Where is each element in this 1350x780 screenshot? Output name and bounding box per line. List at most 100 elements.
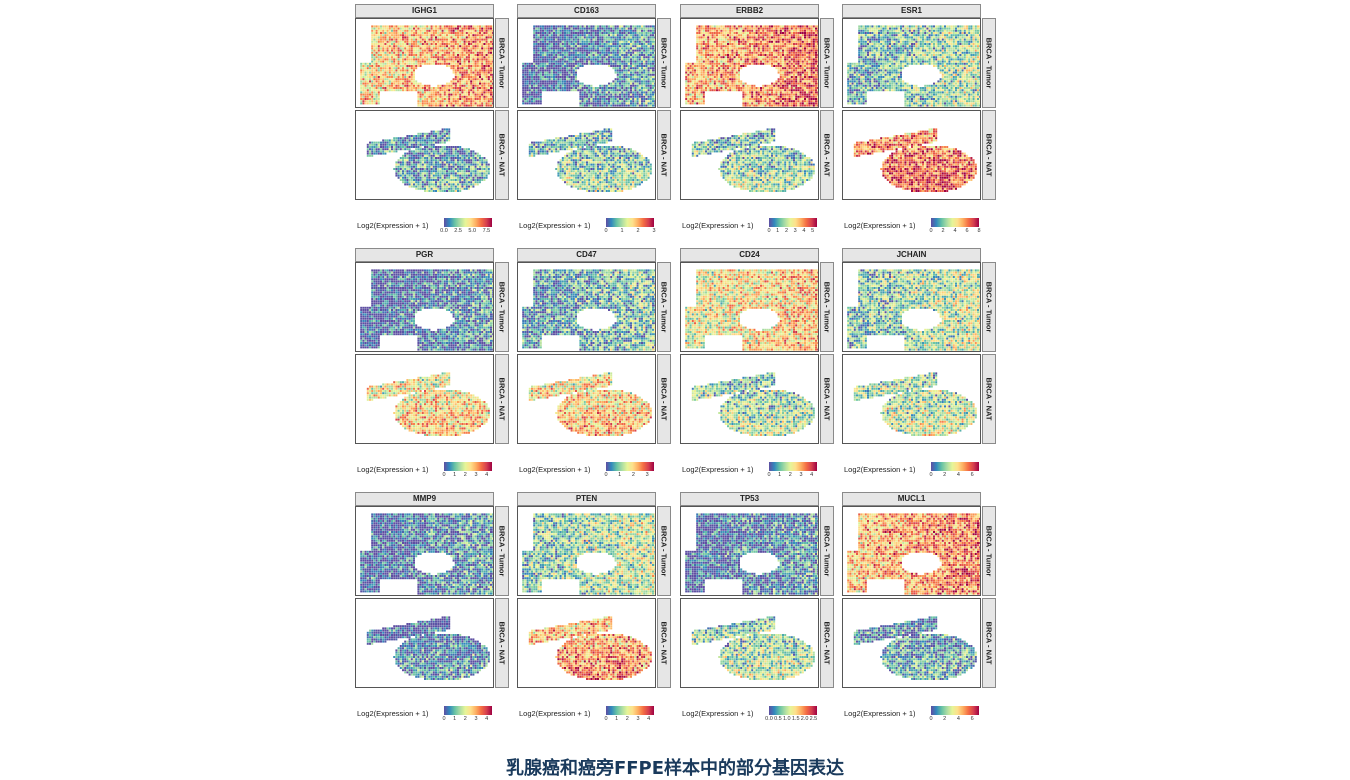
tumor-facet-label: BRCA - Tumor bbox=[823, 38, 832, 89]
tumor-facet-strip: BRCA - Tumor bbox=[495, 262, 509, 352]
nat-facet-strip: BRCA - NAT bbox=[657, 354, 671, 444]
legend-title: Log2(Expression + 1) bbox=[682, 709, 754, 718]
tumor-facet-strip: BRCA - Tumor bbox=[657, 506, 671, 596]
tumor-spot-map bbox=[842, 18, 981, 108]
legend-ticks: 0 1 2 3 bbox=[604, 228, 662, 238]
color-legend: Log2(Expression + 1) 0 1 2 3 4 bbox=[682, 460, 838, 484]
color-legend: Log2(Expression + 1) 0 1 2 3 bbox=[519, 460, 675, 484]
legend-ticks: 0.0 0.5 1.0 1.5 2.0 2.5 bbox=[765, 716, 825, 726]
legend-colorbar bbox=[444, 462, 492, 471]
legend-tick-label: 3 bbox=[646, 472, 649, 478]
tumor-spot-map bbox=[842, 506, 981, 596]
tumor-spot-map bbox=[355, 18, 494, 108]
tumor-facet-label: BRCA - Tumor bbox=[823, 282, 832, 333]
tumor-facet-strip: BRCA - Tumor bbox=[495, 18, 509, 108]
legend-tick-label: 2 bbox=[464, 716, 467, 722]
nat-spot-map bbox=[680, 598, 819, 688]
tumor-spot-map bbox=[517, 506, 656, 596]
legend-ticks: 0.0 2.5 5.0 7.5 bbox=[440, 228, 500, 238]
legend-tick-label: 0 bbox=[929, 472, 932, 478]
panel-title: CD24 bbox=[680, 248, 819, 262]
nat-facet-strip: BRCA - NAT bbox=[820, 110, 834, 200]
tumor-facet-label: BRCA - Tumor bbox=[660, 526, 669, 577]
gene-panel-ighg1: IGHG1 BRCA - Tumor BRCA - NAT Log2(Expressi… bbox=[355, 2, 515, 246]
legend-tick-label: 3 bbox=[652, 228, 655, 234]
spatial-expression-grid: IGHG1 BRCA - Tumor BRCA - NAT Log2(Expressi… bbox=[355, 2, 1002, 734]
legend-tick-label: 4 bbox=[957, 472, 960, 478]
legend-tick-label: 3 bbox=[794, 228, 797, 234]
panel-title: CD47 bbox=[517, 248, 656, 262]
legend-tick-label: 0 bbox=[604, 228, 607, 234]
legend-tick-label: 1 bbox=[620, 228, 623, 234]
legend-tick-label: 1.0 bbox=[783, 716, 791, 722]
legend-tick-label: 0.0 bbox=[765, 716, 773, 722]
panel-title: IGHG1 bbox=[355, 4, 494, 18]
tumor-facet-label: BRCA - Tumor bbox=[823, 526, 832, 577]
nat-spot-map bbox=[842, 598, 981, 688]
legend-colorbar bbox=[444, 218, 492, 227]
color-legend: Log2(Expression + 1) 0 1 2 3 4 bbox=[519, 704, 675, 728]
legend-title: Log2(Expression + 1) bbox=[844, 221, 916, 230]
nat-facet-label: BRCA - NAT bbox=[823, 378, 832, 421]
legend-title: Log2(Expression + 1) bbox=[519, 709, 591, 718]
tumor-facet-strip: BRCA - Tumor bbox=[657, 18, 671, 108]
tumor-spot-map bbox=[680, 506, 819, 596]
panel-title: JCHAIN bbox=[842, 248, 981, 262]
tumor-spot-map bbox=[517, 18, 656, 108]
tumor-facet-label: BRCA - Tumor bbox=[985, 38, 994, 89]
nat-facet-strip: BRCA - NAT bbox=[982, 354, 996, 444]
nat-spot-map bbox=[517, 110, 656, 200]
color-legend: Log2(Expression + 1) 0 1 2 3 4 bbox=[357, 704, 513, 728]
nat-spot-map bbox=[355, 354, 494, 444]
legend-colorbar bbox=[769, 706, 817, 715]
legend-tick-label: 5 bbox=[811, 228, 814, 234]
nat-facet-strip: BRCA - NAT bbox=[820, 598, 834, 688]
tumor-spot-map bbox=[355, 262, 494, 352]
tumor-facet-label: BRCA - Tumor bbox=[660, 282, 669, 333]
legend-ticks: 0 1 2 3 4 bbox=[604, 716, 662, 726]
color-legend: Log2(Expression + 1) 0 2 4 6 bbox=[844, 704, 1000, 728]
legend-tick-label: 0 bbox=[767, 472, 770, 478]
color-legend: Log2(Expression + 1) 0 2 4 6 bbox=[844, 460, 1000, 484]
legend-colorbar bbox=[931, 706, 979, 715]
legend-colorbar bbox=[931, 462, 979, 471]
legend-ticks: 0 1 2 3 4 bbox=[442, 472, 500, 482]
tumor-facet-strip: BRCA - Tumor bbox=[820, 18, 834, 108]
legend-colorbar bbox=[606, 706, 654, 715]
legend-tick-label: 0 bbox=[604, 472, 607, 478]
legend-title: Log2(Expression + 1) bbox=[682, 465, 754, 474]
panel-title: TP53 bbox=[680, 492, 819, 506]
legend-tick-label: 0 bbox=[767, 228, 770, 234]
nat-facet-label: BRCA - NAT bbox=[498, 378, 507, 421]
legend-tick-label: 4 bbox=[953, 228, 956, 234]
color-legend: Log2(Expression + 1) 0 2 4 6 8 bbox=[844, 216, 1000, 240]
nat-facet-strip: BRCA - NAT bbox=[657, 110, 671, 200]
panel-title: ESR1 bbox=[842, 4, 981, 18]
color-legend: Log2(Expression + 1) 0 1 2 3 bbox=[519, 216, 675, 240]
legend-tick-label: 2 bbox=[789, 472, 792, 478]
panel-title: PTEN bbox=[517, 492, 656, 506]
legend-tick-label: 4 bbox=[957, 716, 960, 722]
legend-tick-label: 6 bbox=[971, 716, 974, 722]
legend-tick-label: 2.5 bbox=[454, 228, 462, 234]
legend-tick-label: 2.0 bbox=[801, 716, 809, 722]
legend-tick-label: 4 bbox=[485, 472, 488, 478]
legend-tick-label: 2 bbox=[941, 228, 944, 234]
tumor-facet-label: BRCA - Tumor bbox=[985, 282, 994, 333]
legend-tick-label: 1 bbox=[453, 716, 456, 722]
legend-ticks: 0 1 2 3 4 bbox=[442, 716, 500, 726]
legend-title: Log2(Expression + 1) bbox=[519, 465, 591, 474]
nat-spot-map bbox=[355, 598, 494, 688]
nat-facet-label: BRCA - NAT bbox=[660, 622, 669, 665]
nat-spot-map bbox=[517, 354, 656, 444]
legend-tick-label: 0 bbox=[929, 228, 932, 234]
tumor-facet-label: BRCA - Tumor bbox=[498, 526, 507, 577]
nat-facet-label: BRCA - NAT bbox=[985, 134, 994, 177]
legend-tick-label: 4 bbox=[485, 716, 488, 722]
color-legend: Log2(Expression + 1) 0 1 2 3 4 5 bbox=[682, 216, 838, 240]
tumor-spot-map bbox=[680, 18, 819, 108]
gene-panel-mucl1: MUCL1 BRCA - Tumor BRCA - NAT Log2(Expressi… bbox=[842, 490, 1002, 734]
legend-tick-label: 2 bbox=[943, 716, 946, 722]
gene-panel-esr1: ESR1 BRCA - Tumor BRCA - NAT Log2(Expressio… bbox=[842, 2, 1002, 246]
tumor-spot-map bbox=[680, 262, 819, 352]
